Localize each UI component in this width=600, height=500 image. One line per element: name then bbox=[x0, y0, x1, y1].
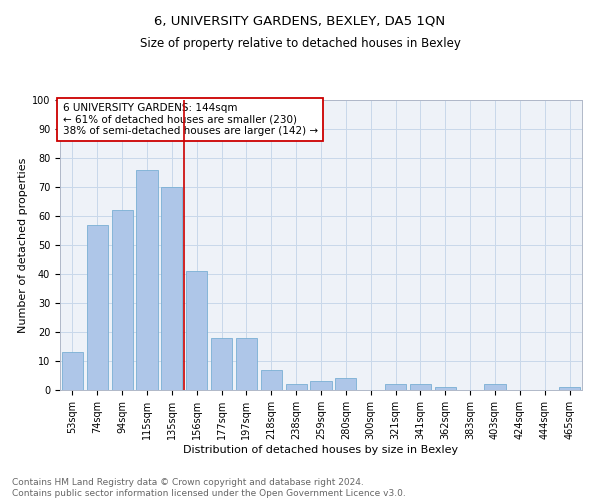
Text: Contains HM Land Registry data © Crown copyright and database right 2024.
Contai: Contains HM Land Registry data © Crown c… bbox=[12, 478, 406, 498]
X-axis label: Distribution of detached houses by size in Bexley: Distribution of detached houses by size … bbox=[184, 444, 458, 454]
Bar bbox=[410, 384, 431, 390]
Bar bbox=[559, 387, 580, 390]
Bar bbox=[186, 271, 207, 390]
Bar bbox=[161, 187, 182, 390]
Y-axis label: Number of detached properties: Number of detached properties bbox=[18, 158, 28, 332]
Bar bbox=[335, 378, 356, 390]
Bar bbox=[236, 338, 257, 390]
Text: Size of property relative to detached houses in Bexley: Size of property relative to detached ho… bbox=[140, 38, 460, 51]
Bar bbox=[310, 382, 332, 390]
Bar bbox=[484, 384, 506, 390]
Bar bbox=[112, 210, 133, 390]
Text: 6, UNIVERSITY GARDENS, BEXLEY, DA5 1QN: 6, UNIVERSITY GARDENS, BEXLEY, DA5 1QN bbox=[154, 15, 446, 28]
Text: 6 UNIVERSITY GARDENS: 144sqm
← 61% of detached houses are smaller (230)
38% of s: 6 UNIVERSITY GARDENS: 144sqm ← 61% of de… bbox=[62, 103, 318, 136]
Bar bbox=[261, 370, 282, 390]
Bar bbox=[211, 338, 232, 390]
Bar bbox=[435, 387, 456, 390]
Bar bbox=[62, 352, 83, 390]
Bar bbox=[87, 224, 108, 390]
Bar bbox=[286, 384, 307, 390]
Bar bbox=[136, 170, 158, 390]
Bar bbox=[385, 384, 406, 390]
